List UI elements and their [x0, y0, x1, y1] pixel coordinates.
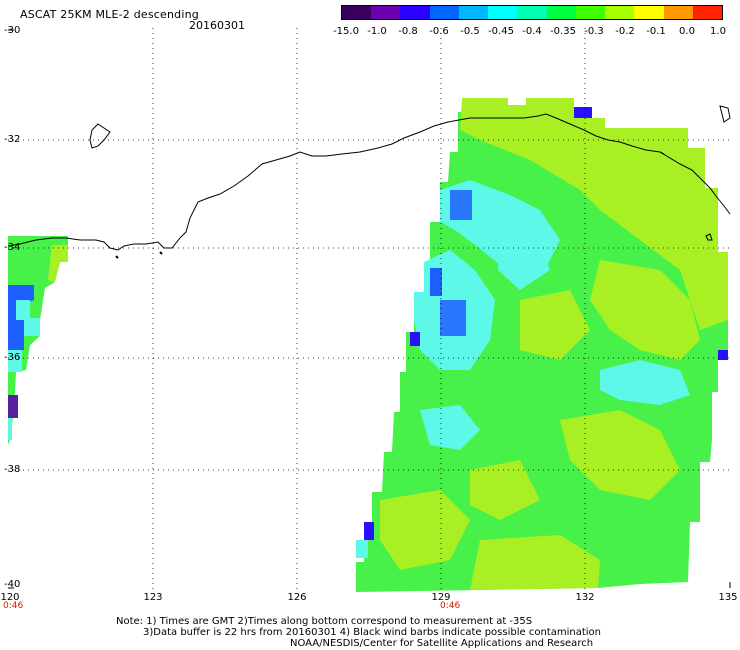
colorbar-swatch: [663, 6, 693, 19]
colorbar: [341, 5, 723, 20]
product-date: 20160301: [189, 19, 245, 32]
left-swath: [8, 236, 68, 445]
lon-label: 126: [287, 592, 307, 603]
colorbar-swatch: [488, 6, 518, 19]
colorbar-swatch: [400, 6, 430, 19]
colorbar-swatch: [605, 6, 635, 19]
colorbar-swatch: [429, 6, 459, 19]
colorbar-label: -0.6: [429, 26, 449, 37]
colorbar-swatch: [546, 6, 576, 19]
time-label: 0:46: [3, 601, 24, 611]
lon-label: 135: [718, 592, 738, 603]
colorbar-label: -0.4: [522, 26, 542, 37]
colorbar-label: -0.1: [646, 26, 666, 37]
colorbar-label: 1.0: [710, 26, 726, 37]
colorbar-label: -0.5: [460, 26, 480, 37]
lon-label: 132: [575, 592, 595, 603]
product-title: ASCAT 25KM MLE-2 descending: [20, 8, 199, 21]
colorbar-label: -0.35: [550, 26, 576, 37]
colorbar-swatch: [371, 6, 401, 19]
lat-label: -30: [4, 25, 21, 36]
note-line-3: NOAA/NESDIS/Center for Satellite Applica…: [290, 638, 594, 649]
colorbar-swatch: [634, 6, 664, 19]
lon-label: 120: [0, 592, 20, 603]
lon-label: 123: [143, 592, 163, 603]
lat-label: -36: [4, 352, 21, 363]
colorbar-label: -0.3: [584, 26, 604, 37]
colorbar-label: -0.8: [398, 26, 418, 37]
lat-label: -38: [4, 464, 21, 475]
colorbar-swatch: [342, 6, 372, 19]
map-frame: [8, 29, 731, 589]
note-line-2: 3)Data buffer is 22 hrs from 20160301 4)…: [143, 627, 601, 638]
lon-label: 129: [431, 592, 451, 603]
lat-label: -34: [4, 242, 21, 253]
colorbar-label: -15.0: [333, 26, 359, 37]
main-swath: [356, 98, 728, 592]
time-label: 0:46: [440, 601, 461, 611]
coastline: [7, 105, 731, 259]
colorbar-swatch: [575, 6, 606, 19]
lat-label: -40: [4, 579, 21, 590]
colorbar-swatch: [458, 6, 489, 19]
colorbar-label: 0.0: [679, 26, 695, 37]
colorbar-swatch: [517, 6, 547, 19]
colorbar-label: -1.0: [367, 26, 387, 37]
map-grid: [8, 28, 730, 590]
note-line-1: Note: 1) Times are GMT 2)Times along bot…: [116, 616, 533, 627]
colorbar-label: -0.45: [488, 26, 514, 37]
colorbar-label: -0.2: [615, 26, 635, 37]
colorbar-swatch: [692, 6, 723, 19]
lat-label: -32: [4, 134, 21, 145]
